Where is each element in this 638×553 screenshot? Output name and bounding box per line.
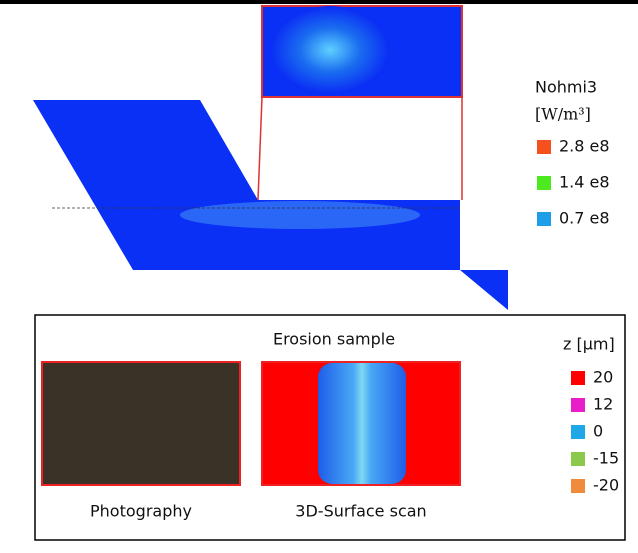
heat-zone [180, 201, 420, 229]
legend-swatch [571, 398, 585, 412]
legend-label: 0 [593, 422, 603, 441]
legend-title: Nohmi3 [535, 78, 597, 97]
figure: Nohmi3 [W/m³] 2.8 e8 1.4 e8 0.7 e8 Erosion… [0, 0, 638, 549]
legend-swatch [537, 140, 551, 154]
legend: 2.8 e8 1.4 e8 0.7 e8 [537, 137, 610, 228]
legend-swatch [537, 176, 551, 190]
legend-label: -15 [593, 449, 619, 468]
photo-caption: Photography [90, 502, 192, 521]
legend-label: -20 [593, 476, 619, 495]
legend-title: z [µm] [563, 335, 615, 354]
legend-swatch [571, 425, 585, 439]
legend-label: 1.4 e8 [559, 173, 610, 192]
erosion-zone [318, 363, 406, 484]
panel-title: Erosion sample [273, 330, 395, 349]
legend-swatch [571, 479, 585, 493]
zoom-line [258, 97, 262, 200]
zoom-heat [270, 6, 390, 94]
scan-caption: 3D-Surface scan [295, 502, 426, 521]
legend-swatch [571, 371, 585, 385]
legend-label: 2.8 e8 [559, 137, 610, 156]
legend-unit: [W/m³] [535, 105, 591, 124]
legend-swatch [537, 212, 551, 226]
legend-label: 20 [593, 368, 613, 387]
legend-label: 0.7 e8 [559, 209, 610, 228]
legend-swatch [571, 452, 585, 466]
legend-label: 12 [593, 395, 613, 414]
photo [42, 362, 240, 485]
legend: 20 12 0 -15 -20 [571, 368, 619, 495]
